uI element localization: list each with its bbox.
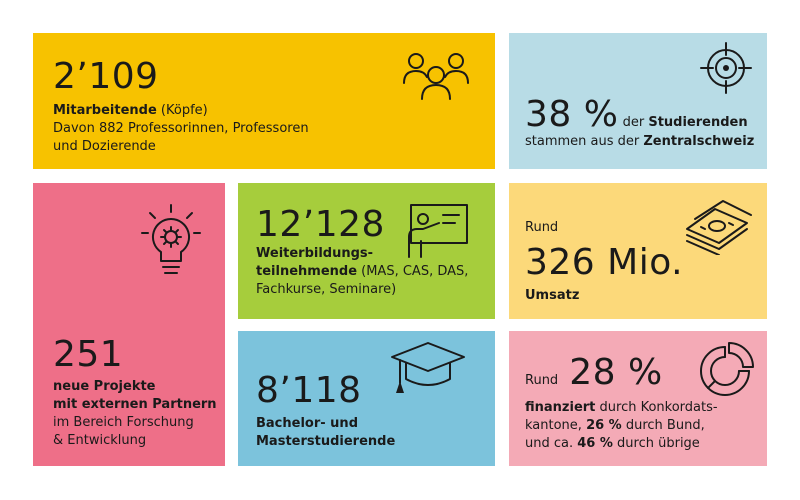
staff-label-bold: Mitarbeitende (53, 103, 157, 118)
projects-description: neue Projekte mit externen Partnern im B… (53, 378, 217, 450)
continuing-description: Weiterbildungs- teilnehmende (MAS, CAS, … (256, 245, 468, 299)
funding-value: 28 % (569, 352, 663, 393)
presentation-board-icon (403, 201, 471, 261)
projects-line4: & Entwicklung (53, 433, 147, 448)
revenue-prefix: Rund (525, 220, 559, 235)
staff-line2: Davon 882 Professorinnen, Professoren (53, 121, 309, 136)
continuing-value: 12’128 (256, 204, 385, 245)
funding-line1-rest: durch Konkordats- (595, 400, 718, 415)
students-origin-line2: stammen aus der Zentralschweiz (525, 133, 754, 151)
tile-staff: 2’109 Mitarbeitende (Köpfe) Davon 882 Pr… (33, 33, 495, 169)
funding-prefix: Rund (525, 373, 559, 388)
students-origin-value: 38 % (525, 94, 619, 135)
lightbulb-gear-icon (140, 203, 202, 279)
revenue-label: Umsatz (525, 288, 580, 303)
continuing-line2-rest: (MAS, CAS, DAS, (357, 264, 469, 279)
funding-line3-b: 46 % (577, 436, 613, 451)
tile-continuing-education: 12’128 Weiterbildungs- teilnehmende (MAS… (238, 183, 495, 319)
continuing-line2-bold: teilnehmende (256, 264, 358, 279)
students-origin-line2-b: Zentralschweiz (643, 134, 755, 149)
projects-line2: mit externen Partnern (53, 397, 217, 412)
degree-students-description: Bachelor- und Masterstudierende (256, 415, 395, 451)
degree-students-value: 8’118 (256, 370, 362, 411)
people-group-icon (400, 49, 472, 105)
funding-line2-b: 26 % (586, 418, 622, 433)
pie-chart-icon (695, 341, 755, 401)
funding-line3-c: durch übrige (612, 436, 700, 451)
projects-line1: neue Projekte (53, 379, 156, 394)
students-origin-text-b: Studierenden (648, 115, 748, 130)
tile-degree-students: 8’118 Bachelor- und Masterstudierende (238, 331, 495, 466)
revenue-value: 326 Mio. (525, 242, 684, 283)
graduation-cap-icon (388, 339, 468, 399)
staff-value: 2’109 (53, 56, 159, 97)
staff-description: Mitarbeitende (Köpfe) Davon 882 Professo… (53, 102, 309, 156)
funding-description: finanziert durch Konkordats- kantone, 26… (525, 399, 718, 453)
students-origin-text-a: der (618, 115, 649, 130)
money-stack-icon (681, 199, 755, 255)
tile-projects: 251 neue Projekte mit externen Partnern … (33, 183, 225, 466)
students-origin-line2-a: stammen aus der (525, 134, 644, 149)
projects-value: 251 (53, 334, 124, 375)
funding-line2-a: kantone, (525, 418, 587, 433)
students-origin-line1: 38 % der Studierenden (525, 95, 748, 135)
degree-students-line2: Masterstudierende (256, 434, 396, 449)
tile-revenue: Rund 326 Mio. Umsatz (509, 183, 767, 319)
target-icon (699, 41, 753, 95)
funding-header: Rund 28 % (525, 353, 663, 393)
revenue-label-wrap: Umsatz (525, 287, 579, 305)
projects-line3: im Bereich Forschung (53, 415, 194, 430)
tile-funding: Rund 28 % finanziert durch Konkordats- k… (509, 331, 767, 466)
staff-line3: und Dozierende (53, 139, 156, 154)
funding-line1-bold: finanziert (525, 400, 596, 415)
continuing-line1: Weiterbildungs- (256, 246, 374, 261)
funding-line2-c: durch Bund, (621, 418, 705, 433)
tile-students-origin: 38 % der Studierenden stammen aus der Ze… (509, 33, 767, 169)
continuing-line3: Fachkurse, Seminare) (256, 282, 397, 297)
staff-label-rest: (Köpfe) (156, 103, 208, 118)
degree-students-line1: Bachelor- und (256, 416, 358, 431)
funding-line3-a: und ca. (525, 436, 578, 451)
